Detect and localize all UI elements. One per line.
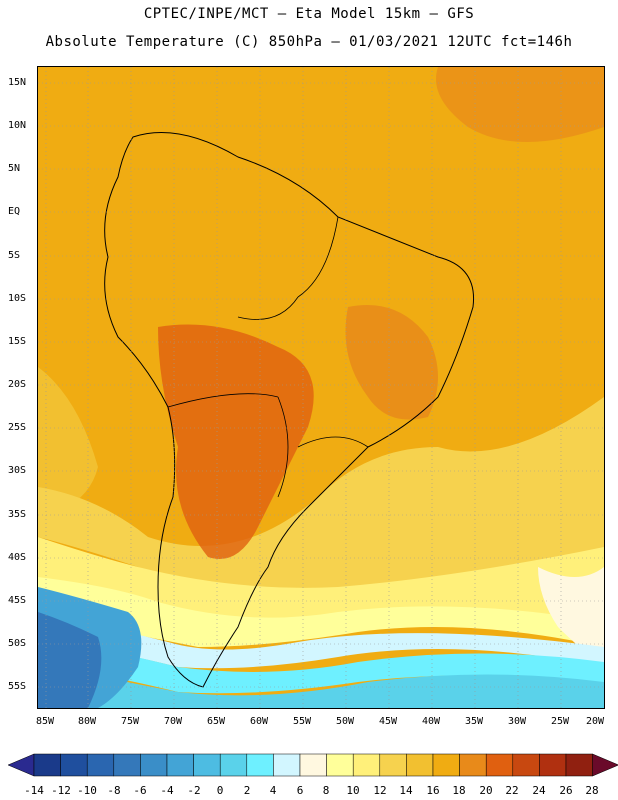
temp-band-minus8 <box>38 612 102 708</box>
temp-band-0 <box>38 662 604 708</box>
colorbar-label: 20 <box>479 784 493 797</box>
lon-label-80w: 80W <box>77 716 97 727</box>
temp-band-10 <box>38 577 604 647</box>
colorbar-label: -12 <box>51 784 71 797</box>
colorbar-swatch <box>432 753 460 777</box>
temperature-map <box>37 66 605 709</box>
lon-label-65w: 65W <box>206 716 226 727</box>
colorbar-label: 16 <box>426 784 440 797</box>
lat-label-30s: 30S <box>8 465 27 476</box>
colorbar-swatch <box>166 753 194 777</box>
temp-band-2 <box>38 637 604 694</box>
lat-label-20s: 20S <box>8 379 27 390</box>
chart-title: CPTEC/INPE/MCT – Eta Model 15km – GFS <box>143 6 475 22</box>
colorbar-label: -2 <box>187 784 201 797</box>
lon-label-45w: 45W <box>378 716 398 727</box>
temp-band-6 <box>538 567 604 667</box>
colorbar-high-arrow <box>592 753 618 777</box>
lat-label-40s: 40S <box>8 552 27 563</box>
colorbar-swatch <box>406 753 434 777</box>
lat-label-10n: 10N <box>8 120 27 131</box>
lon-label-85w: 85W <box>35 716 55 727</box>
colorbar-label: -14 <box>24 784 44 797</box>
colorbar-swatch <box>326 753 354 777</box>
colorbar-label: 0 <box>216 784 224 797</box>
south-america-coastline <box>104 132 475 688</box>
temp-band-4 <box>38 612 604 669</box>
colorbar-label: 10 <box>346 784 360 797</box>
colorbar-swatch <box>86 753 115 777</box>
colorbar-label: -6 <box>133 784 147 797</box>
lon-label-60w: 60W <box>249 716 269 727</box>
country-borders <box>167 216 369 498</box>
colorbar-label: 24 <box>532 784 546 797</box>
colorbar-swatch <box>60 753 88 777</box>
hot-region-brazil <box>345 305 438 420</box>
colorbar-label: 22 <box>505 784 519 797</box>
temp-band-14 <box>38 397 604 601</box>
colorbar-label: -8 <box>107 784 121 797</box>
temperature-colorbar <box>8 753 618 777</box>
colorbar-swatch <box>565 753 593 777</box>
lon-label-50w: 50W <box>335 716 355 727</box>
lon-label-70w: 70W <box>163 716 183 727</box>
lon-label-75w: 75W <box>120 716 140 727</box>
colorbar-swatch <box>352 753 381 777</box>
colorbar-label: -4 <box>160 784 174 797</box>
lat-label-45s: 45S <box>8 595 27 606</box>
colorbar-swatch <box>193 753 221 777</box>
lon-label-25w: 25W <box>550 716 570 727</box>
colorbar-label: 6 <box>296 784 304 797</box>
lat-label-eq: EQ <box>8 206 21 217</box>
lat-label-10s: 10S <box>8 293 27 304</box>
lat-label-5n: 5N <box>8 163 21 174</box>
lon-label-40w: 40W <box>421 716 441 727</box>
warm-region-northeast <box>436 67 604 142</box>
colorbar-label: -10 <box>77 784 97 797</box>
colorbar-swatch <box>379 753 407 777</box>
colorbar-low-arrow <box>8 753 35 777</box>
lon-label-55w: 55W <box>292 716 312 727</box>
colorbar-label: 2 <box>243 784 251 797</box>
colorbar-swatch <box>140 753 168 777</box>
colorbar-label: 8 <box>322 784 330 797</box>
colorbar-label: 18 <box>452 784 466 797</box>
lat-label-5s: 5S <box>8 250 21 261</box>
lat-label-55s: 55S <box>8 681 27 692</box>
lat-label-15n: 15N <box>8 77 27 88</box>
lat-label-50s: 50S <box>8 638 27 649</box>
colorbar-swatch <box>113 753 141 777</box>
colorbar-label: 14 <box>399 784 413 797</box>
colorbar-swatch <box>219 753 248 777</box>
colorbar-swatch <box>273 753 301 777</box>
chart-subtitle: Absolute Temperature (C) 850hPa – 01/03/… <box>45 34 573 50</box>
colorbar-swatch <box>485 753 514 777</box>
colorbar-label: 12 <box>373 784 387 797</box>
lon-label-20w: 20W <box>585 716 605 727</box>
temp-band-16 <box>38 367 98 517</box>
colorbar-swatch <box>299 753 327 777</box>
colorbar-label: 28 <box>585 784 599 797</box>
colorbar-label: 26 <box>559 784 573 797</box>
colorbar-label: 4 <box>269 784 277 797</box>
colorbar-swatch <box>33 753 61 777</box>
colorbar-swatch <box>539 753 567 777</box>
lat-label-15s: 15S <box>8 336 27 347</box>
lon-label-35w: 35W <box>464 716 484 727</box>
hot-region-interior <box>158 324 314 559</box>
lon-label-30w: 30W <box>507 716 527 727</box>
map-grid <box>38 67 604 708</box>
colorbar-swatch <box>512 753 540 777</box>
lat-label-35s: 35S <box>8 509 27 520</box>
colorbar-swatch <box>459 753 487 777</box>
colorbar-swatch <box>246 753 274 777</box>
lat-label-25s: 25S <box>8 422 27 433</box>
